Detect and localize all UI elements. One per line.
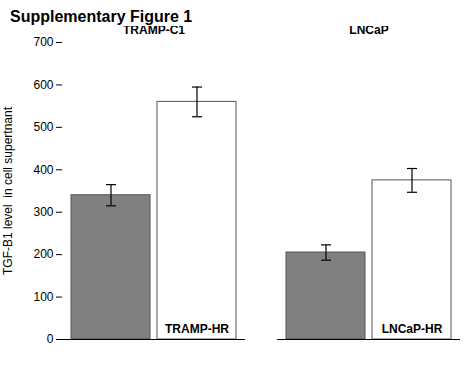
svg-text:0: 0: [47, 332, 54, 346]
svg-text:TRAMP-HR: TRAMP-HR: [165, 322, 229, 336]
svg-text:400: 400: [33, 163, 53, 177]
svg-text:600: 600: [33, 78, 53, 92]
svg-text:TRAMP-C1: TRAMP-C1: [123, 26, 185, 37]
svg-text:200: 200: [33, 247, 53, 261]
svg-text:100: 100: [33, 290, 53, 304]
html-text:Supplementary Figure 1: Supplementary Figure 1: [10, 8, 193, 25]
svg-text:LNCaP: LNCaP: [349, 26, 388, 37]
svg-text:500: 500: [33, 120, 53, 134]
svg-text:LNCaP-HR: LNCaP-HR: [382, 322, 443, 336]
svg-text:300: 300: [33, 205, 53, 219]
svg-text:TGF-B1 level in cell supertna: TGF-B1 level in cell supertnant: [1, 106, 15, 275]
svg-text:700: 700: [33, 35, 53, 49]
